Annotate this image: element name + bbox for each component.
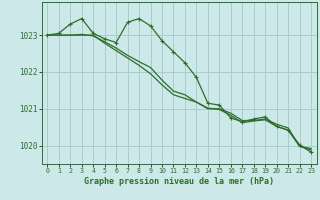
X-axis label: Graphe pression niveau de la mer (hPa): Graphe pression niveau de la mer (hPa) <box>84 177 274 186</box>
